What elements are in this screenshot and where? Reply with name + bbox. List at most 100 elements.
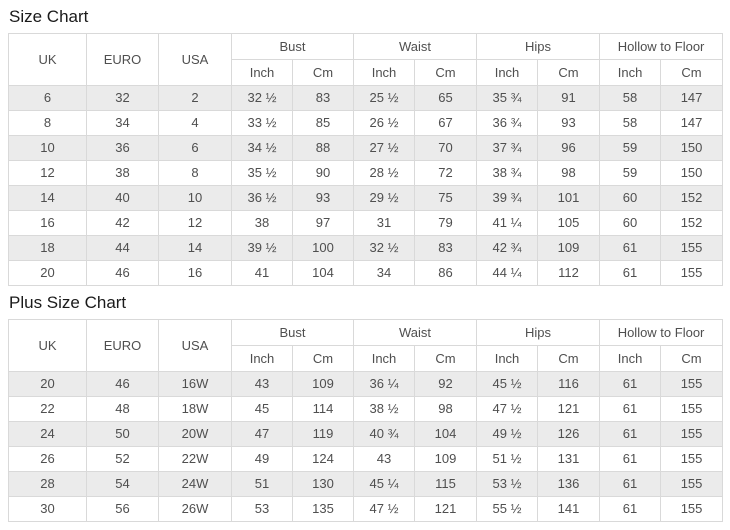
table-cell: 44 ¼ (476, 260, 539, 286)
table-cell: 8 (158, 160, 232, 186)
table-cell: 61 (599, 371, 662, 397)
table-cell: 30 (8, 496, 87, 522)
table-cell: 4 (158, 110, 232, 136)
table-cell: 104 (291, 260, 355, 286)
table-cell: 40 (86, 185, 159, 211)
table-row: 8 34 4 33 ½ 85 26 ½ 67 36 ¾ 93 58 147 (8, 110, 724, 136)
table-cell: 61 (599, 260, 662, 286)
table-row: 22 48 18W 45 114 38 ½ 98 47 ½ 121 61 155 (8, 396, 724, 422)
table-cell: 26W (158, 496, 232, 522)
table-cell: 16W (158, 371, 232, 397)
column-header-usa: USA (158, 33, 232, 86)
table-cell: 136 (537, 471, 601, 497)
table-cell: 72 (414, 160, 478, 186)
table-cell: 88 (291, 135, 355, 161)
table-cell: 61 (599, 496, 662, 522)
table-cell: 59 (599, 135, 662, 161)
table-cell: 32 ½ (353, 235, 416, 261)
table-cell: 43 (353, 446, 416, 472)
table-cell: 96 (537, 135, 601, 161)
table-cell: 135 (291, 496, 355, 522)
table-cell: 34 (86, 110, 159, 136)
unit-header-hips-cm: Cm (537, 345, 601, 372)
table-cell: 37 ¾ (476, 135, 539, 161)
table-cell: 61 (599, 421, 662, 447)
unit-header-hips-inch: Inch (476, 345, 539, 372)
table-cell: 24 (8, 421, 87, 447)
group-header-bust: Bust (230, 319, 355, 346)
table-cell: 36 (86, 135, 159, 161)
table-row: 6 32 2 32 ½ 83 25 ½ 65 35 ¾ 91 58 147 (8, 85, 724, 111)
unit-header-waist-inch: Inch (353, 345, 416, 372)
table-cell: 67 (414, 110, 478, 136)
table-cell: 10 (158, 185, 232, 211)
table-row: 28 54 24W 51 130 45 ¼ 115 53 ½ 136 61 155 (8, 471, 724, 497)
table-cell: 43 (231, 371, 293, 397)
table-cell: 150 (660, 135, 724, 161)
table-cell: 6 (8, 85, 87, 111)
table-cell: 35 ¾ (476, 85, 539, 111)
unit-header-waist-cm: Cm (414, 345, 478, 372)
table-cell: 98 (537, 160, 601, 186)
table-cell: 104 (414, 421, 478, 447)
table-cell: 92 (414, 371, 478, 397)
table-cell: 24W (158, 471, 232, 497)
table-row: 30 56 26W 53 135 47 ½ 121 55 ½ 141 61 155 (8, 496, 724, 522)
table-cell: 20W (158, 421, 232, 447)
table-cell: 79 (414, 210, 478, 236)
table-cell: 61 (599, 471, 662, 497)
table-cell: 60 (599, 185, 662, 211)
table-cell: 38 (231, 210, 293, 236)
table-cell: 47 ½ (353, 496, 416, 522)
table-cell: 60 (599, 210, 662, 236)
table-cell: 14 (8, 185, 87, 211)
table-cell: 47 ½ (476, 396, 539, 422)
unit-header-hips-inch: Inch (476, 59, 539, 86)
table-cell: 100 (291, 235, 355, 261)
group-header-bust: Bust (230, 33, 355, 60)
table-cell: 32 (86, 85, 159, 111)
table-cell: 49 (231, 446, 293, 472)
table-cell: 83 (291, 85, 355, 111)
group-header-hollow-to-floor: Hollow to Floor (599, 33, 724, 60)
table-cell: 12 (158, 210, 232, 236)
table-cell: 40 ¾ (353, 421, 416, 447)
table-row: 14 40 10 36 ½ 93 29 ½ 75 39 ¾ 101 60 152 (8, 185, 724, 211)
table-cell: 6 (158, 135, 232, 161)
table-cell: 152 (660, 210, 724, 236)
unit-header-waist-cm: Cm (414, 59, 478, 86)
unit-header-bust-cm: Cm (291, 345, 355, 372)
table-cell: 34 ½ (231, 135, 293, 161)
table-cell: 28 ½ (353, 160, 416, 186)
table-cell: 131 (537, 446, 601, 472)
table-cell: 32 ½ (231, 85, 293, 111)
table-cell: 10 (8, 135, 87, 161)
table-cell: 56 (86, 496, 159, 522)
column-header-uk: UK (8, 319, 87, 372)
table-cell: 109 (414, 446, 478, 472)
group-header-hips: Hips (476, 33, 601, 60)
plus-size-chart-title: Plus Size Chart (9, 293, 127, 312)
table-cell: 29 ½ (353, 185, 416, 211)
table-cell: 36 ½ (231, 185, 293, 211)
table-cell: 70 (414, 135, 478, 161)
table-cell: 101 (537, 185, 601, 211)
table-cell: 38 ½ (353, 396, 416, 422)
unit-header-waist-inch: Inch (353, 59, 416, 86)
table-cell: 31 (353, 210, 416, 236)
table-row: 20 46 16 41 104 34 86 44 ¼ 112 61 155 (8, 260, 724, 286)
table-cell: 51 ½ (476, 446, 539, 472)
table-cell: 41 (231, 260, 293, 286)
table-cell: 115 (414, 471, 478, 497)
size-chart-section: Size Chart UK EURO USA Bust Waist Hips Hollow … (8, 7, 724, 286)
table-cell: 52 (86, 446, 159, 472)
unit-header-hollow-to-floor-inch: Inch (599, 59, 662, 86)
table-cell: 48 (86, 396, 159, 422)
table-cell: 8 (8, 110, 87, 136)
table-cell: 65 (414, 85, 478, 111)
table-cell: 42 (86, 210, 159, 236)
table-cell: 20 (8, 260, 87, 286)
size-chart-table: UK EURO USA Bust Waist Hips Hollow to Floor Inc… (8, 33, 724, 286)
table-cell: 155 (660, 396, 724, 422)
table-cell: 47 (231, 421, 293, 447)
